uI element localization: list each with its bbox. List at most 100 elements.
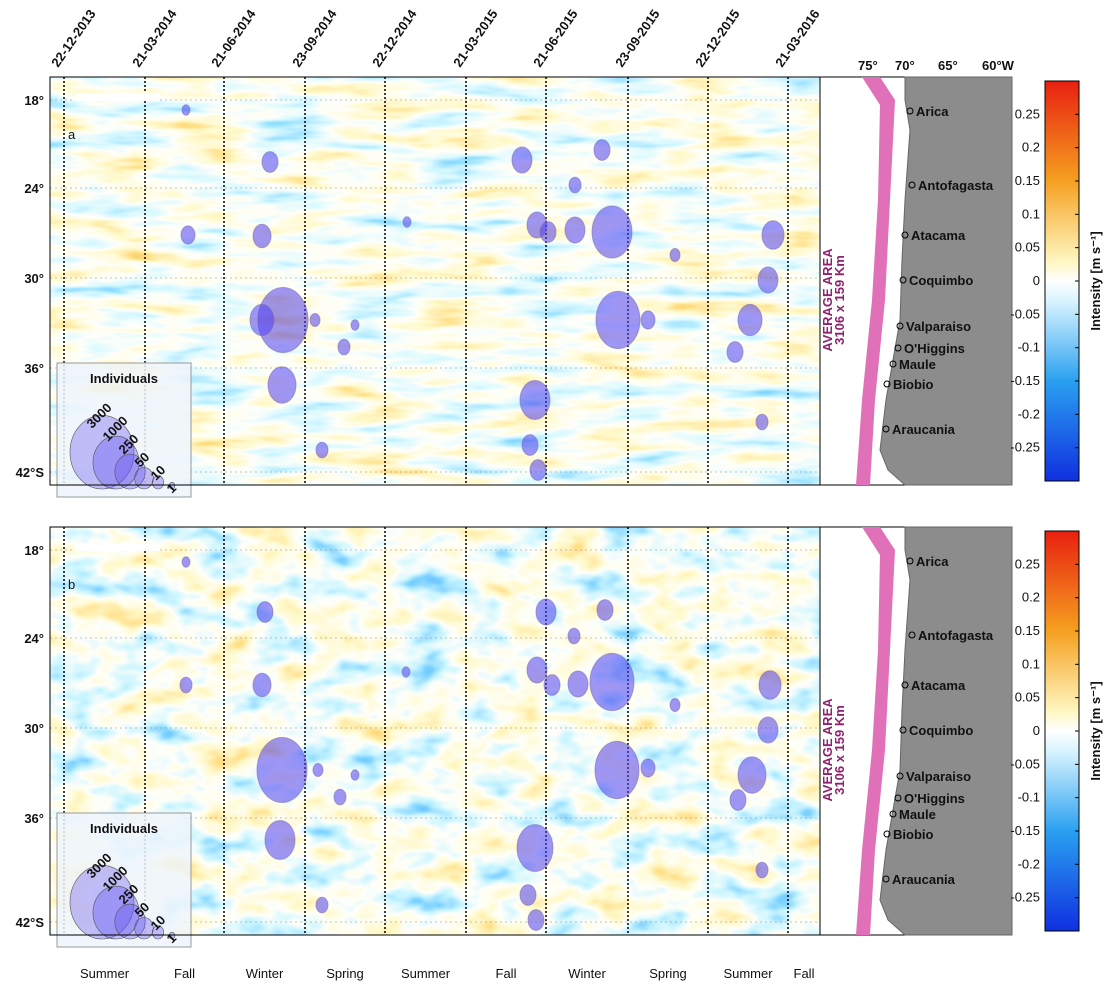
- legend-bubble: [69, 865, 135, 940]
- occurrence-bubble: [757, 716, 779, 744]
- longitude-label: 75°: [858, 58, 878, 73]
- occurrence-bubble: [312, 763, 324, 777]
- occurrence-bubble: [761, 220, 785, 250]
- panel-label: b: [68, 577, 75, 592]
- city-marker: [894, 344, 902, 352]
- city-label: Antofagasta: [918, 178, 994, 193]
- city-label: Araucania: [892, 872, 956, 887]
- date-label: 21-06-2014: [208, 6, 259, 70]
- colorbar-tick-label: 0.2: [1022, 140, 1040, 155]
- season-label: Summer: [401, 966, 451, 981]
- date-label: 23-09-2014: [289, 6, 340, 70]
- legend-bubble: [114, 903, 146, 940]
- colorbar-tick-label: -0.05: [1010, 306, 1040, 321]
- city-marker: [906, 107, 914, 115]
- panel: 18° 24° 30° 36° 42°S a Individuals300010002505…: [16, 76, 1103, 498]
- longitude-label: 70°: [895, 58, 915, 73]
- season-label: Fall: [174, 966, 195, 981]
- occurrence-bubble: [726, 341, 744, 363]
- colorbar: [1044, 80, 1080, 482]
- occurrence-bubble: [594, 740, 640, 800]
- latitude-label: 42°S: [16, 465, 45, 480]
- occurrence-bubble: [529, 459, 547, 481]
- season-label: Fall: [794, 966, 815, 981]
- colorbar: [1044, 530, 1080, 932]
- season-label: Winter: [246, 966, 284, 981]
- colorbar-tick-label: -0.2: [1018, 406, 1040, 421]
- legend-bubble: [151, 475, 165, 490]
- city-marker: [908, 181, 916, 189]
- date-label: 22-12-2015: [692, 7, 742, 70]
- colorbar-tick-label: -0.1: [1018, 340, 1040, 355]
- date-label: 23-09-2015: [612, 7, 662, 70]
- occurrence-bubble: [758, 670, 782, 700]
- occurrence-bubble: [256, 737, 308, 803]
- occurrence-bubble: [249, 303, 275, 337]
- longitude-label: 65°: [938, 58, 958, 73]
- date-label: 22-12-2013: [48, 7, 98, 70]
- date-label: 22-12-2014: [369, 6, 420, 70]
- occurrence-bubble: [511, 146, 533, 174]
- season-label: Spring: [649, 966, 687, 981]
- area-title: AVERAGE AREA: [820, 248, 835, 352]
- city-marker: [906, 557, 914, 565]
- colorbar-tick-label: 0.1: [1022, 656, 1040, 671]
- area-size: 3106 x 159 Km: [832, 255, 847, 345]
- season-label: Fall: [496, 966, 517, 981]
- plot-frame: [49, 526, 821, 936]
- land: [879, 76, 1013, 486]
- city-label: Valparaiso: [906, 769, 971, 784]
- city-label: Arica: [916, 104, 949, 119]
- occurrence-bubble: [337, 338, 351, 356]
- legend-bubble: [92, 435, 140, 490]
- occurrence-bubble: [526, 656, 548, 684]
- city-marker: [899, 276, 907, 284]
- occurrence-bubble: [640, 310, 656, 330]
- occurrence-bubble: [252, 223, 272, 249]
- occurrence-bubble: [669, 698, 681, 712]
- occurrence-bubble: [640, 758, 656, 778]
- latitude-label: 36°: [24, 361, 44, 376]
- colorbar-tick-label: 0.15: [1015, 623, 1040, 638]
- colorbar-tick-label: 0.1: [1022, 206, 1040, 221]
- season-label: Spring: [326, 966, 364, 981]
- occurrence-bubble: [261, 151, 279, 173]
- occurrence-bubble: [755, 413, 769, 431]
- colorbar-tick-label: 0: [1033, 273, 1040, 288]
- occurrence-bubble: [181, 556, 191, 568]
- city-label: Maule: [899, 357, 936, 372]
- season-label: Summer: [80, 966, 130, 981]
- colorbar-tick-label: -0.15: [1010, 823, 1040, 838]
- occurrence-bubble: [350, 319, 360, 331]
- date-label: 21-06-2015: [530, 7, 580, 70]
- colorbar-tick-label: -0.1: [1018, 790, 1040, 805]
- occurrence-bubble: [333, 788, 347, 806]
- city-marker: [883, 830, 891, 838]
- occurrence-bubble: [564, 216, 586, 244]
- area-title: AVERAGE AREA: [820, 698, 835, 802]
- legend-title: Individuals: [90, 371, 158, 386]
- occurrence-bubble: [567, 627, 581, 645]
- city-label: Arica: [916, 554, 949, 569]
- occurrence-bubble: [180, 225, 196, 245]
- colorbar-tick-label: 0.25: [1015, 556, 1040, 571]
- season-label: Winter: [568, 966, 606, 981]
- occurrence-bubble: [589, 652, 635, 712]
- city-label: Biobio: [893, 377, 933, 392]
- occurrence-bubble: [181, 104, 191, 116]
- colorbar-tick-label: 0.05: [1015, 240, 1040, 255]
- occurrence-bubble: [527, 909, 545, 931]
- occurrence-bubble: [737, 303, 763, 337]
- occurrence-bubble: [595, 290, 641, 350]
- latitude-label: 42°S: [16, 915, 45, 930]
- occurrence-bubble: [737, 756, 767, 794]
- legend-bubble: [69, 415, 135, 490]
- longitude-label: 60°W: [982, 58, 1015, 73]
- latitude-label: 30°: [24, 271, 44, 286]
- latitude-label: 30°: [24, 721, 44, 736]
- occurrence-bubble: [309, 313, 321, 327]
- city-marker: [894, 794, 902, 802]
